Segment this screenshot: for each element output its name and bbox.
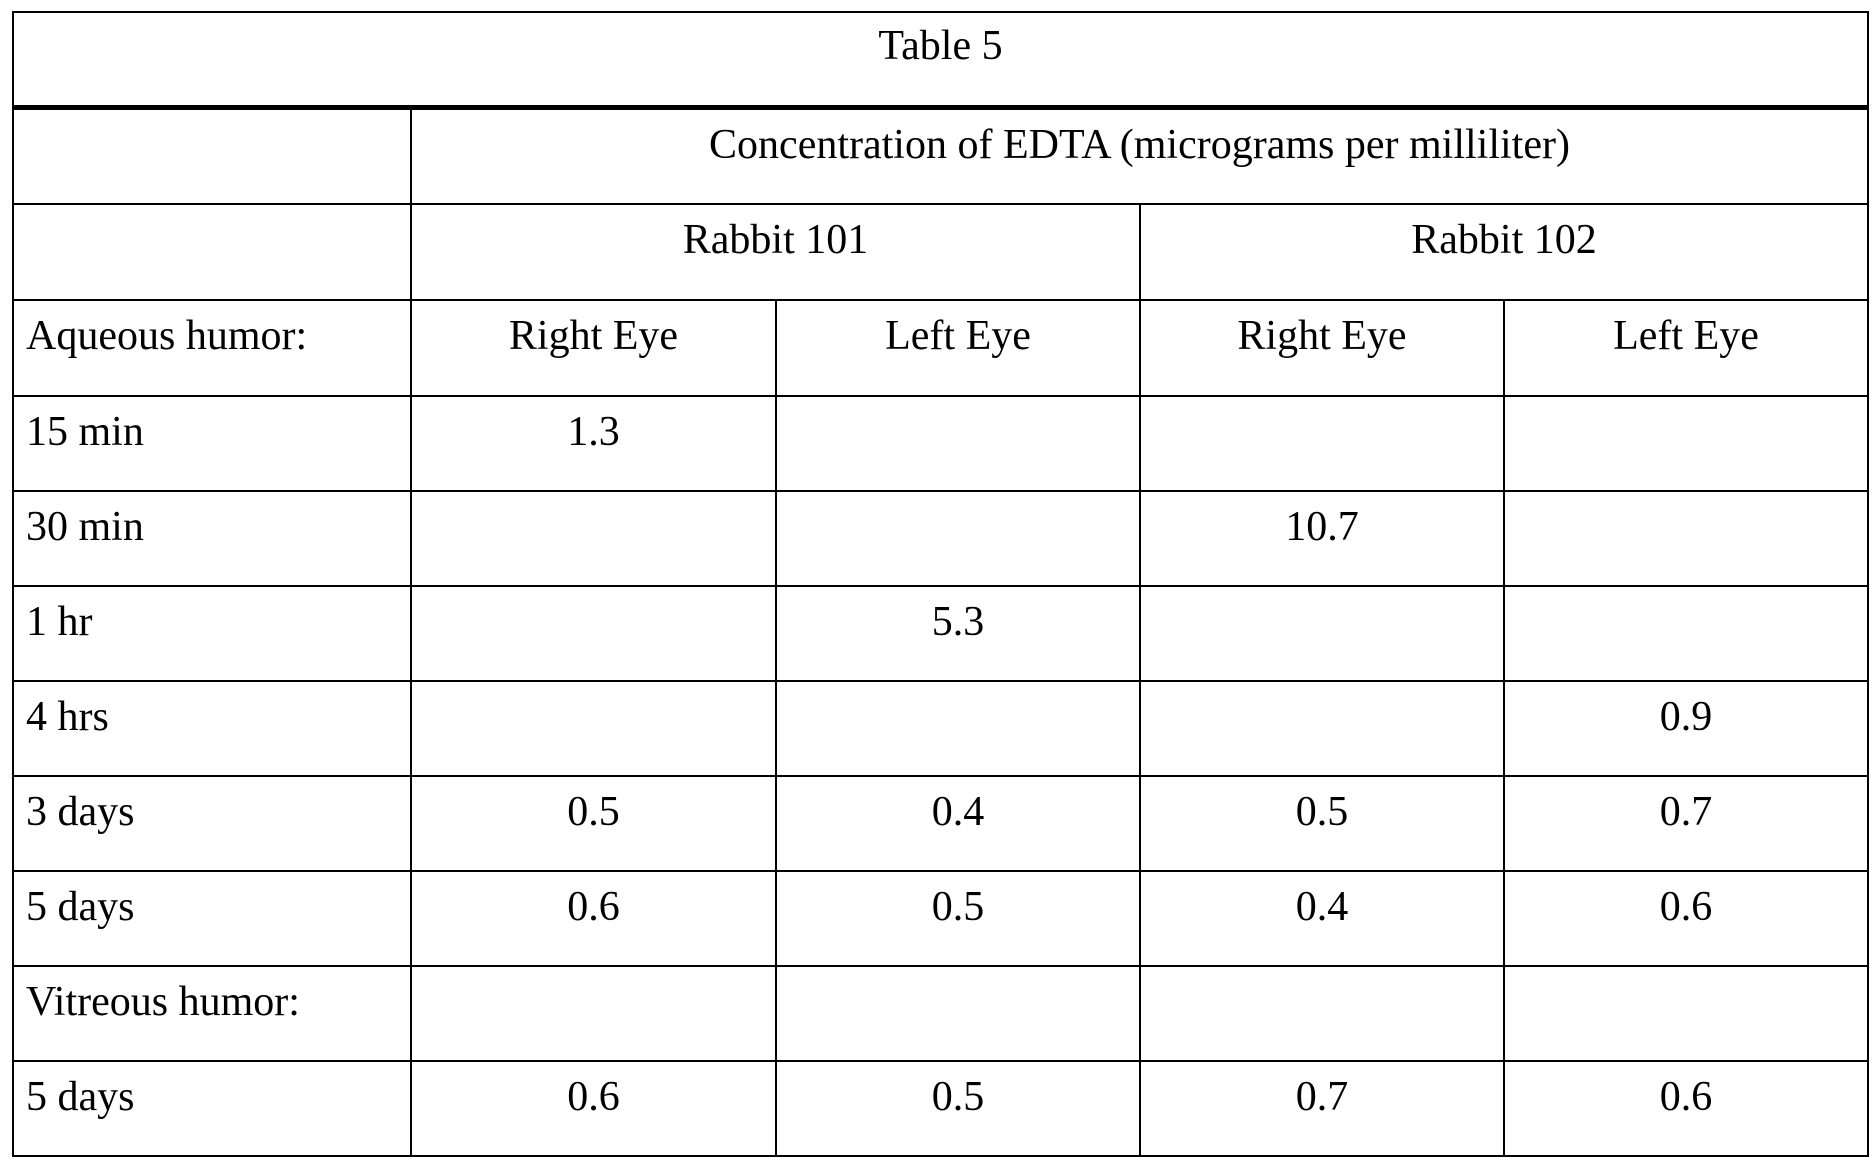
section-header-aqueous: Aqueous humor: [13,300,411,396]
table-cell: 5.3 [776,586,1140,681]
edta-concentration-table: Table 5 Concentration of EDTA (microgram… [12,11,1869,1157]
row-label: 5 days [13,1061,411,1156]
table-cell [1504,491,1868,586]
table-row: Vitreous humor: [13,966,1868,1061]
row-label: 15 min [13,396,411,491]
eye-header-left: Left Eye [776,300,1140,396]
table-cell: 0.5 [776,871,1140,966]
empty-corner-cell [13,204,411,300]
table-cell: 0.7 [1140,1061,1504,1156]
row-label: 5 days [13,871,411,966]
table-cell: 0.6 [1504,1061,1868,1156]
eye-header-row: Aqueous humor: Right Eye Left Eye Right … [13,300,1868,396]
table-cell: 0.9 [1504,681,1868,776]
table-cell [1504,396,1868,491]
table-cell: 0.5 [411,776,776,871]
table-cell: 10.7 [1140,491,1504,586]
table-cell [1140,966,1504,1061]
table-cell: 0.7 [1504,776,1868,871]
row-label: 4 hrs [13,681,411,776]
table-row: 3 days 0.5 0.4 0.5 0.7 [13,776,1868,871]
table-cell: 0.4 [1140,871,1504,966]
table-cell [1140,396,1504,491]
table-cell [776,966,1140,1061]
data-table-container: Table 5 Concentration of EDTA (microgram… [12,11,1865,990]
group-header-rabbit-101: Rabbit 101 [411,204,1140,300]
table-row: 30 min 10.7 [13,491,1868,586]
table-cell [411,966,776,1061]
table-cell [776,396,1140,491]
table-cell [1140,681,1504,776]
table-cell: 1.3 [411,396,776,491]
eye-header-right: Right Eye [411,300,776,396]
table-cell: 0.4 [776,776,1140,871]
table-cell: 0.6 [411,871,776,966]
table-cell [1140,586,1504,681]
table-cell [776,491,1140,586]
table-cell [411,681,776,776]
table-cell: 0.6 [411,1061,776,1156]
group-header-row: Rabbit 101 Rabbit 102 [13,204,1868,300]
table-row: 5 days 0.6 0.5 0.7 0.6 [13,1061,1868,1156]
row-label: 30 min [13,491,411,586]
table-cell: 0.6 [1504,871,1868,966]
table-cell: 0.5 [776,1061,1140,1156]
table-cell [776,681,1140,776]
measure-header: Concentration of EDTA (micrograms per mi… [411,108,1868,205]
table-row: 15 min 1.3 [13,396,1868,491]
table-cell [1504,966,1868,1061]
table-cell [411,491,776,586]
row-label: 3 days [13,776,411,871]
section-header-vitreous: Vitreous humor: [13,966,411,1061]
table-title: Table 5 [13,12,1868,108]
group-header-rabbit-102: Rabbit 102 [1140,204,1868,300]
eye-header-left: Left Eye [1504,300,1868,396]
table-row: 4 hrs 0.9 [13,681,1868,776]
empty-corner-cell [13,108,411,205]
eye-header-right: Right Eye [1140,300,1504,396]
table-cell [1504,586,1868,681]
measure-header-row: Concentration of EDTA (micrograms per mi… [13,108,1868,205]
row-label: 1 hr [13,586,411,681]
table-row: 1 hr 5.3 [13,586,1868,681]
table-row: 5 days 0.6 0.5 0.4 0.6 [13,871,1868,966]
table-title-row: Table 5 [13,12,1868,108]
table-cell [411,586,776,681]
table-cell: 0.5 [1140,776,1504,871]
